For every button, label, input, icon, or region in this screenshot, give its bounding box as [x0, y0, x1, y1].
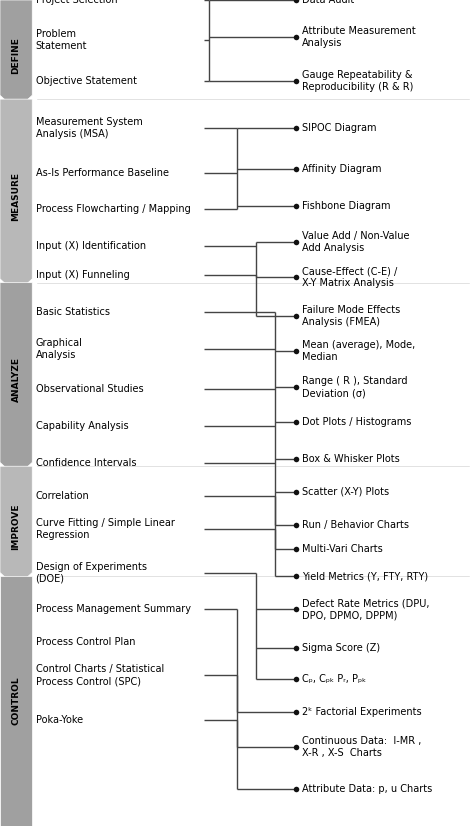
Polygon shape [0, 99, 32, 294]
Text: Measurement System
Analysis (MSA): Measurement System Analysis (MSA) [36, 117, 142, 140]
Text: Problem
Statement: Problem Statement [36, 30, 87, 51]
Text: CONTROL: CONTROL [12, 676, 20, 725]
Text: Input (X) Funneling: Input (X) Funneling [36, 270, 129, 280]
Text: 2ᵏ Factorial Experiments: 2ᵏ Factorial Experiments [302, 707, 422, 717]
Text: Cause-Effect (C-E) /
X-Y Matrix Analysis: Cause-Effect (C-E) / X-Y Matrix Analysis [302, 266, 398, 288]
Text: Range ( R ), Standard
Deviation (σ): Range ( R ), Standard Deviation (σ) [302, 377, 408, 398]
Text: Mean (average), Mode,
Median: Mean (average), Mode, Median [302, 339, 416, 362]
Text: Objective Statement: Objective Statement [36, 76, 137, 86]
Text: Attribute Data: p, u Charts: Attribute Data: p, u Charts [302, 785, 433, 795]
Text: Curve Fitting / Simple Linear
Regression: Curve Fitting / Simple Linear Regression [36, 518, 174, 539]
Text: Value Add / Non-Value
Add Analysis: Value Add / Non-Value Add Analysis [302, 231, 410, 254]
Text: Data Audit: Data Audit [302, 0, 355, 5]
Text: SIPOC Diagram: SIPOC Diagram [302, 124, 377, 134]
Text: Observational Studies: Observational Studies [36, 384, 143, 394]
Text: Dot Plots / Histograms: Dot Plots / Histograms [302, 417, 412, 427]
Text: Failure Mode Effects
Analysis (FMEA): Failure Mode Effects Analysis (FMEA) [302, 305, 401, 327]
Text: Yield Metrics (Y, FTY, RTY): Yield Metrics (Y, FTY, RTY) [302, 572, 428, 582]
Text: Graphical
Analysis: Graphical Analysis [36, 338, 82, 360]
Text: Process Management Summary: Process Management Summary [36, 605, 191, 615]
Text: IMPROVE: IMPROVE [12, 504, 20, 550]
Text: Continuous Data:  I-MR ,
X-R , X-S  Charts: Continuous Data: I-MR , X-R , X-S Charts [302, 736, 422, 758]
Text: MEASURE: MEASURE [12, 172, 20, 221]
Text: Attribute Measurement
Analysis: Attribute Measurement Analysis [302, 26, 416, 48]
Polygon shape [0, 0, 32, 110]
Text: Process Control Plan: Process Control Plan [36, 638, 135, 648]
Text: Defect Rate Metrics (DPU,
DPO, DPMO, DPPM): Defect Rate Metrics (DPU, DPO, DPMO, DPP… [302, 598, 430, 620]
Text: Design of Experiments
(DOE): Design of Experiments (DOE) [36, 562, 146, 584]
Text: Poka-Yoke: Poka-Yoke [36, 714, 82, 724]
Polygon shape [0, 577, 32, 826]
Text: Input (X) Identification: Input (X) Identification [36, 241, 146, 251]
Text: Gauge Repeatability &
Reproducibility (R & R): Gauge Repeatability & Reproducibility (R… [302, 69, 414, 92]
Text: Control Charts / Statistical
Process Control (SPC): Control Charts / Statistical Process Con… [36, 664, 164, 686]
Text: Affinity Diagram: Affinity Diagram [302, 164, 382, 173]
Text: Capability Analysis: Capability Analysis [36, 421, 128, 431]
Text: Process Flowcharting / Mapping: Process Flowcharting / Mapping [36, 204, 190, 214]
Text: Basic Statistics: Basic Statistics [36, 307, 109, 317]
Text: Confidence Intervals: Confidence Intervals [36, 458, 136, 468]
Text: ANALYZE: ANALYZE [12, 358, 20, 402]
Text: Box & Whisker Plots: Box & Whisker Plots [302, 454, 400, 464]
Polygon shape [0, 282, 32, 477]
Text: Cₚ, Cₚₖ Pᵣ, Pₚₖ: Cₚ, Cₚₖ Pᵣ, Pₚₖ [302, 674, 367, 684]
Text: As-Is Performance Baseline: As-Is Performance Baseline [36, 168, 169, 178]
Text: Fishbone Diagram: Fishbone Diagram [302, 201, 391, 211]
Text: Project Selection: Project Selection [36, 0, 117, 5]
Text: Sigma Score (Z): Sigma Score (Z) [302, 643, 381, 653]
Text: Run / Behavior Charts: Run / Behavior Charts [302, 520, 410, 530]
Text: Scatter (X-Y) Plots: Scatter (X-Y) Plots [302, 487, 390, 497]
Text: Multi-Vari Charts: Multi-Vari Charts [302, 544, 383, 553]
Polygon shape [0, 466, 32, 587]
Text: DEFINE: DEFINE [12, 36, 20, 74]
Text: Correlation: Correlation [36, 491, 89, 501]
